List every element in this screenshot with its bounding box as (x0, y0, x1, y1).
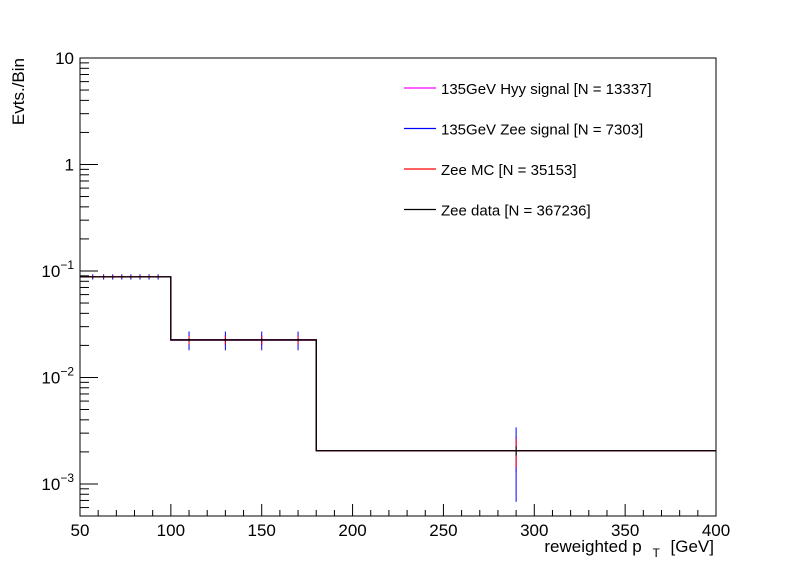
legend-entry-1: 135GeV Zee signal [N = 7303] (441, 122, 643, 139)
x-tick-label: 200 (338, 521, 366, 540)
x-axis-label-sub: T (652, 546, 660, 560)
x-axis: 50 100 150 200 250 300 350 400 (71, 504, 730, 540)
x-tick-label: 350 (611, 521, 639, 540)
y-tick-label-base: 10 (41, 368, 60, 387)
y-tick-label: 10 (55, 49, 74, 68)
x-tick-label: 250 (429, 521, 457, 540)
y-axis-label: Evts./Bin (9, 58, 28, 125)
series-3-step-line (80, 276, 716, 452)
y-tick-label: 10−1 (41, 258, 74, 281)
x-axis-label: reweighted p T [GeV] (544, 537, 714, 561)
series-2-step-line (80, 276, 716, 452)
y-tick-label-exponent: −3 (60, 471, 74, 485)
series-3 (80, 276, 716, 456)
series-0-step-line (80, 276, 716, 452)
series-1 (80, 274, 716, 502)
y-tick-label-base: 1 (65, 155, 74, 174)
legend-entry-2: Zee MC [N = 35153] (441, 162, 576, 179)
y-tick-label: 10−3 (41, 471, 74, 494)
x-axis-label-unit: [GeV] (671, 537, 714, 556)
x-tick-label: 50 (71, 521, 90, 540)
y-tick-label-base: 10 (55, 49, 74, 68)
y-tick-label-base: 10 (41, 475, 60, 494)
x-tick-label: 150 (248, 521, 276, 540)
x-axis-label-main: reweighted p (544, 537, 641, 556)
y-tick-label-exponent: −1 (60, 258, 74, 272)
legend-entry-3: Zee data [N = 367236] (441, 203, 591, 220)
legend-entry-0: 135GeV Hyy signal [N = 13337] (441, 81, 652, 98)
x-tick-label: 100 (157, 521, 185, 540)
x-tick-label: 400 (702, 521, 730, 540)
y-tick-label: 10−2 (41, 364, 74, 387)
y-tick-label: 1 (65, 155, 74, 174)
series-layer (80, 274, 716, 502)
x-tick-label: 300 (520, 521, 548, 540)
y-tick-label-exponent: −2 (60, 364, 74, 378)
series-0 (80, 275, 716, 472)
series-1-step-line (80, 276, 716, 452)
series-2 (80, 275, 716, 468)
y-tick-label-base: 10 (41, 262, 60, 281)
legend: 135GeV Hyy signal [N = 13337] 135GeV Zee … (404, 81, 652, 220)
